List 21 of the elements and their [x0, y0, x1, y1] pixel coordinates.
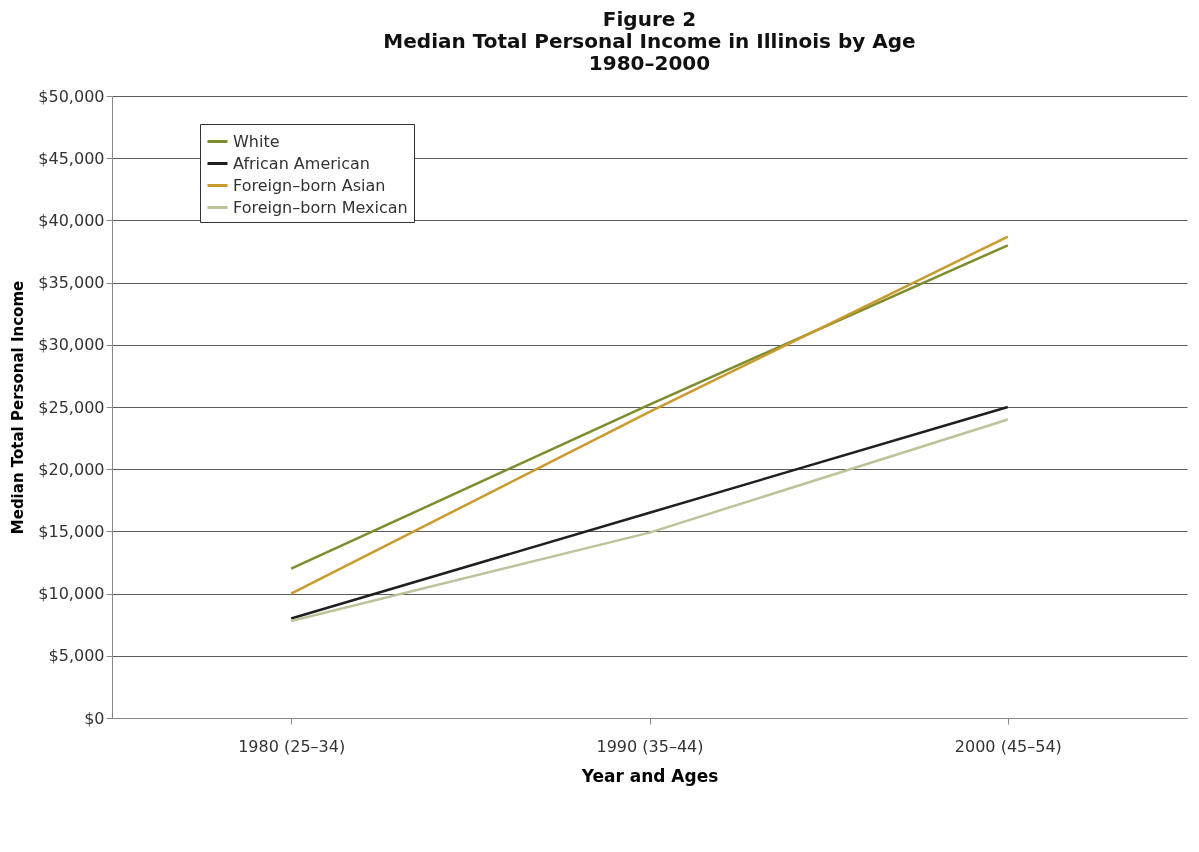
x-tick-label: 1980 (25–34): [238, 736, 346, 756]
y-tick-label: $15,000: [38, 521, 105, 541]
legend-label: Foreign–born Asian: [233, 175, 386, 195]
y-tick-label: $30,000: [38, 335, 105, 355]
x-tick-label: 2000 (45–54): [954, 736, 1062, 756]
y-tick-label: $45,000: [38, 148, 105, 168]
legend-label: Foreign–born Mexican: [233, 197, 408, 217]
y-tick-label: $10,000: [38, 584, 105, 604]
chart-title: Figure 2 Median Total Personal Income in Illinois by Age 1980–2000: [383, 7, 916, 75]
x-tick-label: 1990 (35–44): [596, 736, 704, 756]
y-tick-label: $20,000: [38, 459, 105, 479]
y-tick-label: $35,000: [38, 273, 105, 293]
legend-label: African American: [233, 153, 370, 173]
legend-label: White: [233, 131, 280, 151]
y-tick-label: $40,000: [38, 210, 105, 230]
y-axis-title: Median Total Personal Income: [9, 280, 28, 535]
y-tick-label: $50,000: [38, 86, 105, 106]
y-tick-label: $0: [84, 708, 105, 728]
y-tick-label: $25,000: [38, 397, 105, 417]
x-axis-title: Year and Ages: [580, 765, 719, 786]
y-tick-label: $5,000: [48, 646, 105, 666]
